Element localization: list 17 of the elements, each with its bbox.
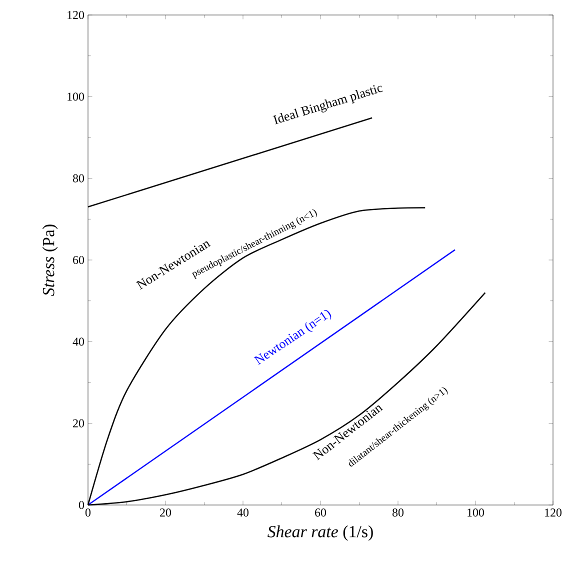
x-tick-label: 60 (315, 508, 326, 517)
x-tick-label: 100 (468, 508, 484, 517)
x-tick-label: 40 (237, 508, 249, 517)
x-tick-label: 20 (160, 508, 172, 517)
y-tick-label: 60 (73, 256, 84, 264)
x-tick-label: 0 (85, 508, 91, 517)
x-tick-label: 80 (392, 508, 404, 517)
y-tick-label: 80 (72, 174, 84, 182)
y-tick-label: 40 (72, 338, 84, 346)
y-tick-label: 120 (68, 10, 84, 20)
y-tick-label: 20 (73, 419, 84, 428)
annotation: Ideal Bingham plastic (272, 85, 384, 124)
x-axis-title: Shear rate (1/s) (268, 525, 373, 541)
y-axis-title: Stress (Pa) (42, 224, 58, 296)
y-tick-label: 0 (78, 500, 84, 510)
x-tick-label: 120 (545, 508, 562, 517)
y-tick-label: 100 (68, 92, 84, 101)
